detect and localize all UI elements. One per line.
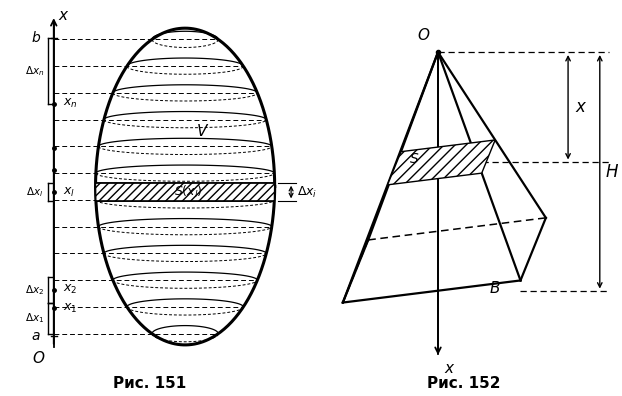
Text: $B$: $B$	[490, 280, 501, 296]
Text: $x_n$: $x_n$	[63, 97, 77, 110]
Text: $\Delta x_1$: $\Delta x_1$	[25, 311, 44, 325]
Text: $V$: $V$	[197, 123, 210, 139]
Text: $x$: $x$	[58, 8, 70, 23]
Text: $\Delta x_n$: $\Delta x_n$	[25, 64, 44, 78]
Text: $x_2$: $x_2$	[63, 283, 77, 296]
Text: $x_l$: $x_l$	[63, 185, 75, 199]
Text: $x_1$: $x_1$	[63, 301, 77, 314]
Text: Рис. 152: Рис. 152	[427, 376, 500, 391]
Text: $S$: $S$	[409, 152, 419, 166]
Text: $\Delta x_2$: $\Delta x_2$	[25, 283, 44, 297]
Text: $b$: $b$	[30, 30, 41, 45]
Text: $x$: $x$	[575, 98, 587, 116]
Polygon shape	[96, 183, 275, 201]
Polygon shape	[388, 140, 495, 185]
Text: Рис. 151: Рис. 151	[113, 376, 186, 391]
Text: $a$: $a$	[31, 329, 40, 343]
Text: $O$: $O$	[32, 350, 45, 366]
Text: $O$: $O$	[417, 27, 430, 43]
Text: $x$: $x$	[444, 362, 456, 377]
Text: $\Delta x_l$: $\Delta x_l$	[26, 185, 43, 199]
Text: $\Delta x_i$: $\Delta x_i$	[297, 185, 317, 200]
Text: $H$: $H$	[605, 163, 620, 181]
Text: $S(x_l)$: $S(x_l)$	[174, 184, 203, 200]
